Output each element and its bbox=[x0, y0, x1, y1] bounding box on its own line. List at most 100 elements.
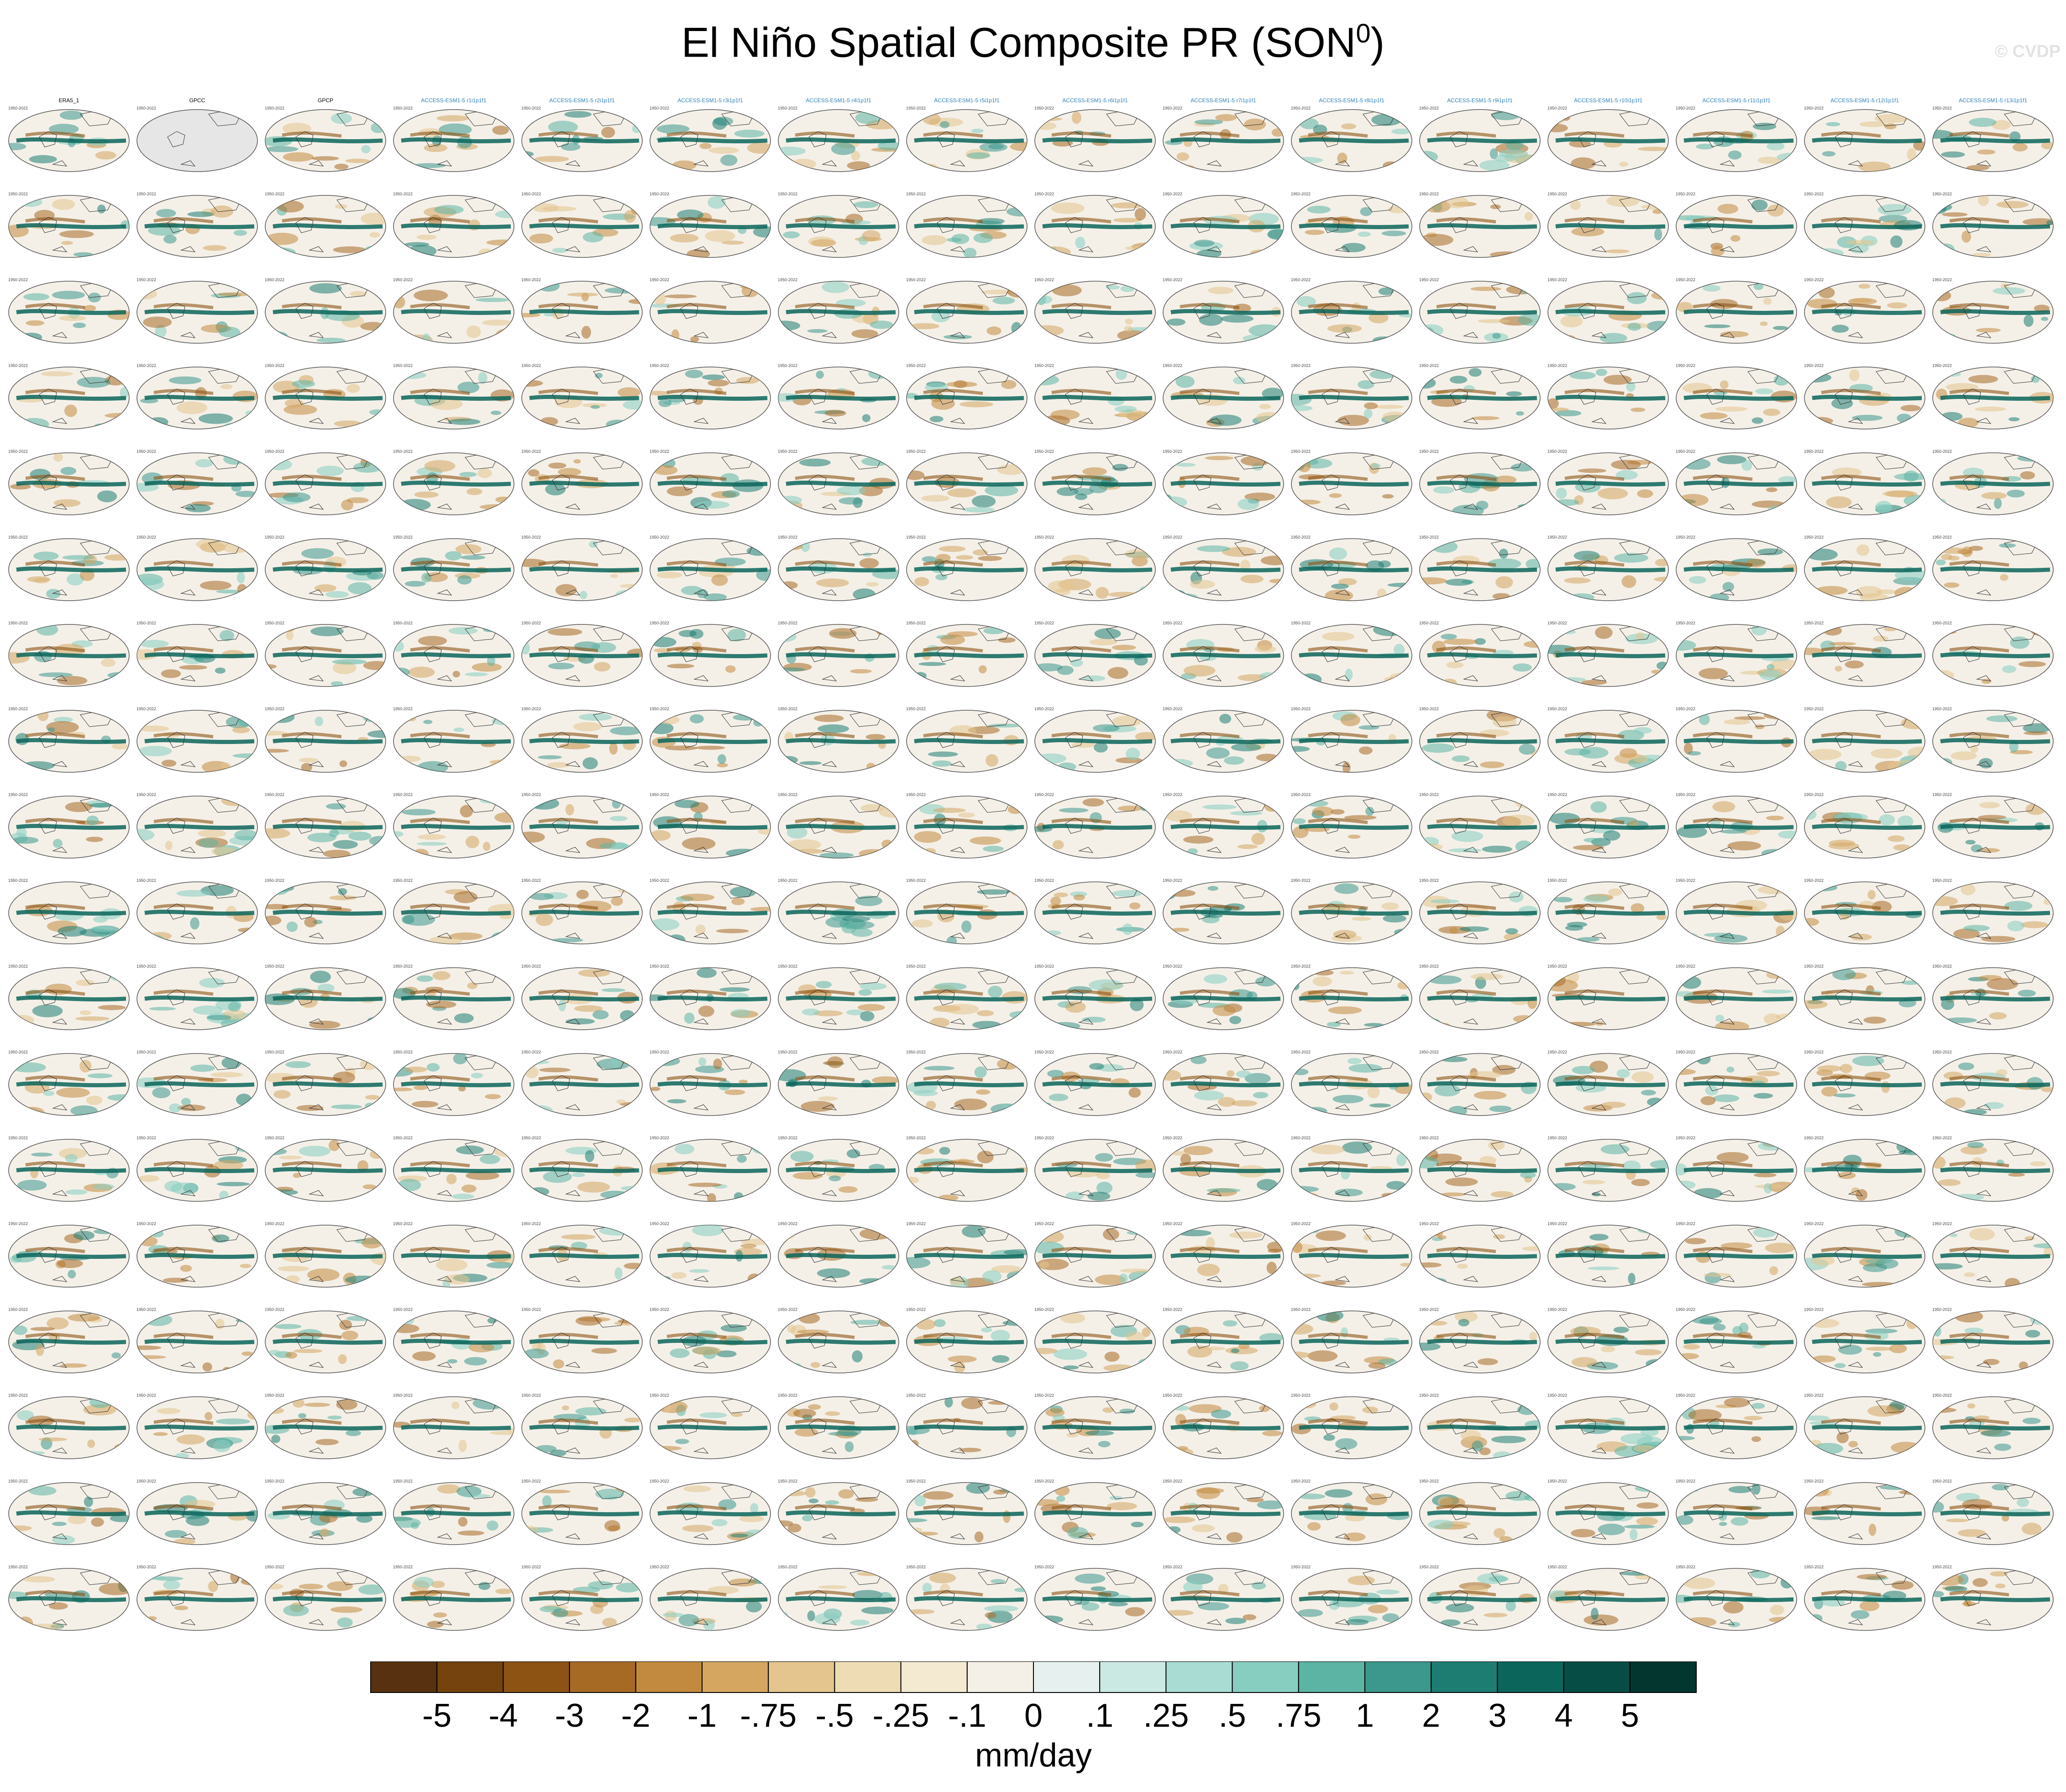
map-panel: 1950-2022 bbox=[521, 1221, 643, 1288]
anomaly-blob bbox=[1995, 1583, 2006, 1588]
anomaly-blob bbox=[667, 664, 694, 669]
map-panel: 1950-2022 bbox=[1547, 707, 1669, 773]
map-panel: 1950-2022 bbox=[1163, 1393, 1284, 1459]
equatorial-band bbox=[1683, 1338, 1794, 1345]
anomaly-blob bbox=[1981, 492, 2007, 499]
dry-band bbox=[1821, 389, 1881, 395]
anomaly-blob bbox=[1329, 1402, 1338, 1411]
equatorial-band bbox=[529, 1338, 640, 1345]
anomaly-blob bbox=[1653, 245, 1664, 257]
anomaly-blob bbox=[993, 1489, 1007, 1495]
anomaly-blob bbox=[105, 413, 129, 419]
anomaly-blob bbox=[448, 627, 477, 635]
anomaly-blob bbox=[975, 1089, 991, 1095]
anomaly-blob bbox=[1651, 1145, 1661, 1149]
map-panel: 1950-2022 bbox=[1163, 1307, 1284, 1373]
anomaly-blob bbox=[62, 555, 94, 560]
colorbar-tick-label: 5 bbox=[1621, 1698, 1639, 1734]
anomaly-blob bbox=[1430, 899, 1460, 904]
map-panel: 1950-2022 bbox=[778, 1136, 899, 1202]
anomaly-blob bbox=[624, 1417, 641, 1423]
map-panel: 1950-2022 bbox=[1676, 1136, 1797, 1202]
map-panel: 1950-2022 bbox=[1419, 192, 1541, 258]
anomaly-blob bbox=[1913, 140, 1925, 151]
anomaly-blob bbox=[265, 828, 290, 839]
anomaly-blob bbox=[909, 323, 940, 330]
anomaly-blob bbox=[1381, 231, 1406, 236]
anomaly-blob bbox=[144, 1313, 173, 1326]
map-panel: 1950-2022 bbox=[1676, 1393, 1797, 1459]
anomaly-blob bbox=[1715, 1015, 1724, 1022]
anomaly-blob bbox=[1825, 122, 1841, 126]
anomaly-blob bbox=[1815, 586, 1848, 595]
dry-band bbox=[1308, 389, 1368, 395]
anomaly-blob bbox=[165, 840, 173, 850]
anomaly-blob bbox=[977, 889, 1011, 895]
dry-band bbox=[666, 475, 727, 481]
panel-period: 1950-2022 bbox=[778, 1050, 797, 1054]
panel-period: 1950-2022 bbox=[906, 1479, 926, 1483]
anomaly-blob bbox=[269, 884, 294, 892]
panel-period: 1950-2022 bbox=[1804, 1050, 1824, 1054]
anomaly-blob bbox=[1751, 1436, 1761, 1442]
anomaly-blob bbox=[1262, 1430, 1283, 1436]
anomaly-blob bbox=[689, 629, 704, 639]
anomaly-blob bbox=[341, 1331, 358, 1341]
anomaly-blob bbox=[492, 287, 514, 292]
panel-period: 1950-2022 bbox=[1547, 1479, 1567, 1483]
anomaly-blob bbox=[1933, 1263, 1963, 1270]
anomaly-blob bbox=[1616, 1069, 1630, 1078]
map-panel: 1950-2022 bbox=[1932, 1221, 2054, 1288]
map-panel: 1950-2022 bbox=[265, 1050, 386, 1116]
colorbar-unit-label: mm/day bbox=[975, 1737, 1092, 1774]
anomaly-blob bbox=[1107, 667, 1128, 679]
anomaly-blob bbox=[1942, 212, 1968, 217]
equatorial-band bbox=[914, 394, 1024, 401]
anomaly-blob bbox=[310, 970, 331, 983]
anomaly-blob bbox=[522, 540, 536, 552]
anomaly-blob bbox=[1477, 319, 1510, 323]
anomaly-blob bbox=[740, 285, 771, 289]
equatorial-band bbox=[914, 137, 1024, 144]
anomaly-blob bbox=[987, 723, 1022, 728]
equatorial-band bbox=[1299, 823, 1409, 830]
equatorial-band bbox=[657, 566, 768, 573]
panel-period: 1950-2022 bbox=[1547, 1050, 1567, 1054]
anomaly-blob bbox=[1007, 805, 1023, 814]
equatorial-band bbox=[529, 1596, 640, 1603]
equatorial-band bbox=[273, 995, 383, 1002]
panel-period: 1950-2022 bbox=[650, 621, 669, 625]
anomaly-blob bbox=[1190, 580, 1215, 589]
anomaly-blob bbox=[582, 757, 598, 770]
anomaly-blob bbox=[1966, 165, 1990, 171]
anomaly-blob bbox=[241, 1577, 257, 1586]
panel-period: 1950-2022 bbox=[1547, 363, 1567, 368]
anomaly-blob bbox=[923, 1491, 954, 1500]
anomaly-blob bbox=[859, 558, 879, 569]
anomaly-blob bbox=[1699, 668, 1728, 680]
anomaly-blob bbox=[1056, 487, 1079, 496]
dry-band bbox=[410, 389, 470, 395]
anomaly-blob bbox=[611, 896, 623, 906]
anomaly-blob bbox=[447, 1359, 457, 1364]
anomaly-blob bbox=[778, 320, 801, 331]
anomaly-blob bbox=[138, 1175, 160, 1182]
panel-period: 1950-2022 bbox=[1804, 278, 1824, 282]
colorbar-bin bbox=[1629, 1661, 1697, 1693]
anomaly-blob bbox=[100, 658, 116, 667]
anomaly-blob bbox=[284, 398, 304, 408]
anomaly-blob bbox=[1715, 1021, 1749, 1030]
anomaly-blob bbox=[1493, 1528, 1505, 1538]
anomaly-blob bbox=[1382, 411, 1407, 423]
equatorial-band bbox=[529, 223, 640, 230]
panel-period: 1950-2022 bbox=[1932, 192, 1952, 196]
anomaly-blob bbox=[176, 890, 211, 897]
anomaly-blob bbox=[1952, 1194, 1984, 1201]
anomaly-blob bbox=[1766, 815, 1784, 821]
panel-period: 1950-2022 bbox=[906, 363, 926, 368]
anomaly-blob bbox=[1445, 1177, 1478, 1186]
equatorial-band bbox=[1940, 823, 2050, 830]
panel-period: 1950-2022 bbox=[1034, 1393, 1054, 1398]
anomaly-blob bbox=[1074, 488, 1094, 496]
